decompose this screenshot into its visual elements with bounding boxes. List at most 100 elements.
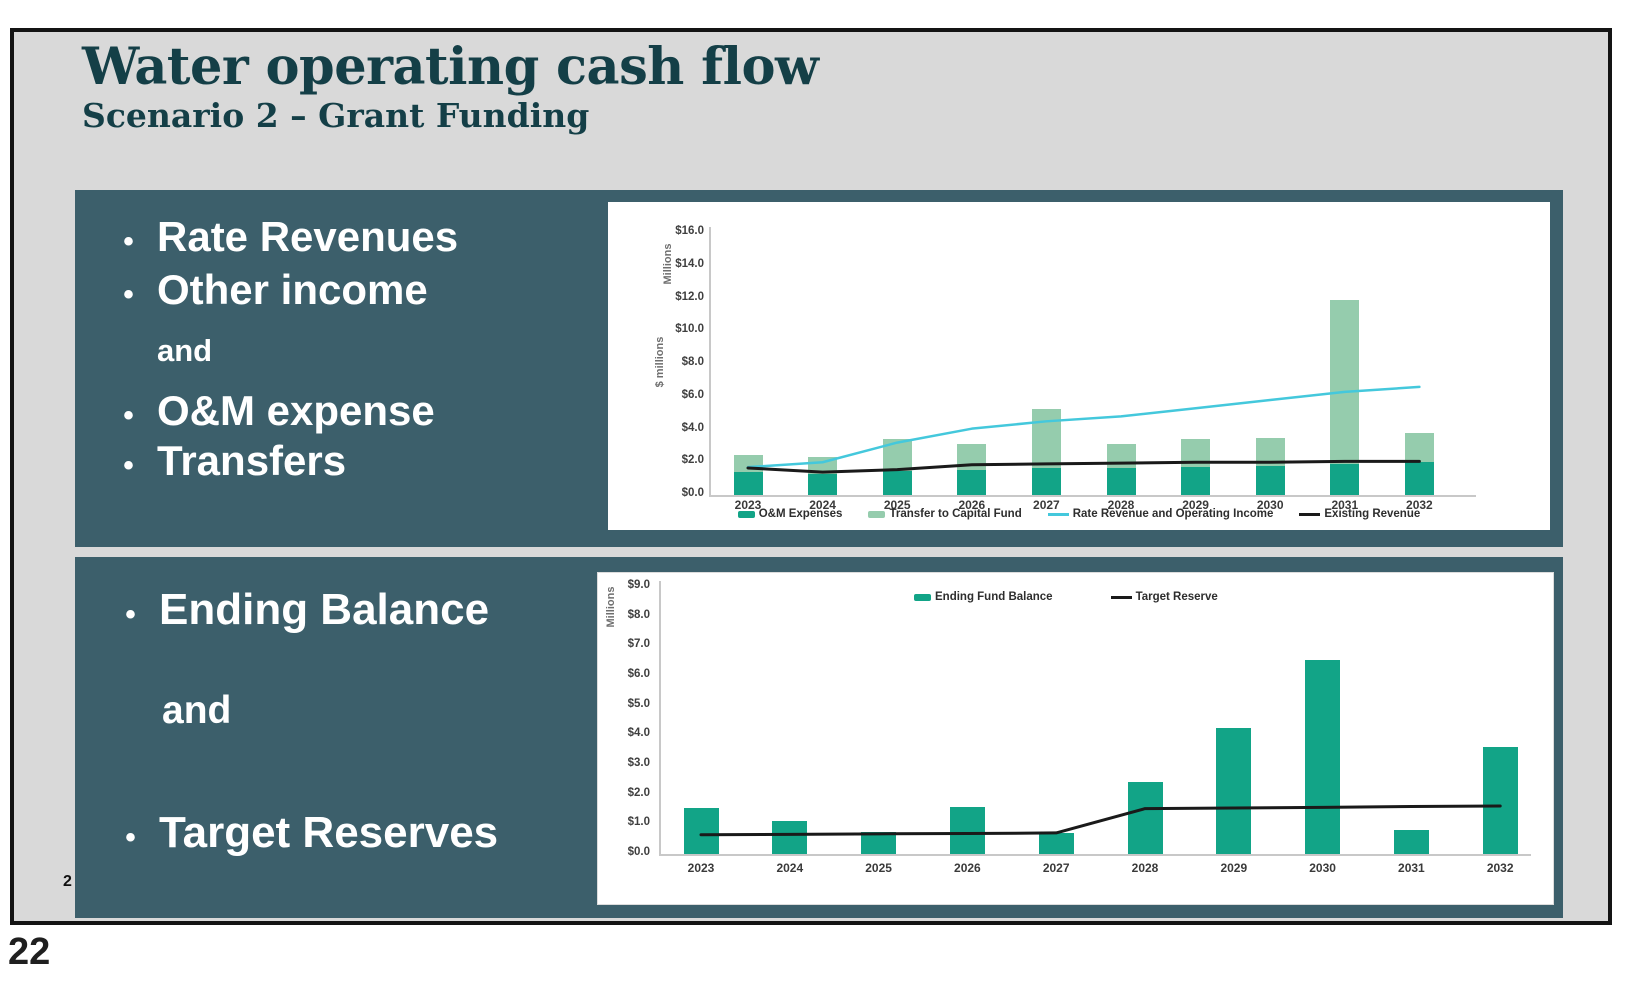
y-axis-tick-label: $4.0: [681, 421, 704, 434]
legend-bar-swatch: [868, 510, 886, 518]
legend-item: Existing Revenue: [1299, 508, 1420, 520]
y-axis-tick-label: $3.0: [627, 757, 650, 769]
bullet-text: Target Reserves: [159, 808, 499, 857]
legend-line-swatch: [1299, 512, 1321, 516]
y-axis-line: [659, 581, 661, 855]
x-axis-label: 2024: [776, 861, 804, 875]
bar-segment: [683, 808, 719, 854]
x-axis-label: 2029: [1220, 861, 1248, 875]
y-axis-tick-label: $8.0: [627, 608, 650, 621]
y-axis-line: [709, 227, 711, 496]
legend-item: Target Reserve: [1110, 591, 1218, 603]
x-axis-label: 2030: [1256, 498, 1284, 512]
balance-reserves-panel: • Ending Balance and • Target Reserves $…: [75, 557, 1563, 918]
y-axis-tick-label: $10.0: [675, 323, 704, 336]
y-axis-title: $ millions: [654, 336, 666, 388]
title-block: Water operating cash flow Scenario 2 – G…: [82, 39, 819, 136]
legend-item: O&M Expenses: [737, 508, 843, 520]
chart-legend: O&M Expenses Transfer to Capital Fund Rate…: [608, 508, 1550, 520]
legend-item: Ending Fund Balance: [914, 591, 1053, 603]
legend-bar-swatch: [914, 593, 931, 601]
bullet-marker: •: [123, 225, 134, 258]
bar-segment: [1404, 462, 1434, 495]
bullet-target-reserves: • Target Reserves: [75, 807, 498, 864]
x-axis-label: 2028: [1131, 861, 1159, 875]
bullet-text: Other income: [157, 266, 428, 313]
bullet-text: and: [157, 333, 213, 368]
bullet-marker: •: [123, 278, 134, 311]
y-axis-tick-label: $16.0: [675, 225, 704, 237]
legend-label: Rate Revenue and Operating Income: [1072, 508, 1274, 520]
x-axis-line: [709, 495, 1476, 497]
x-axis-label: 2027: [1033, 498, 1060, 512]
bar-segment: [1031, 409, 1061, 468]
bar-segment: [772, 821, 808, 854]
y-axis-tick-label: $5.0: [627, 697, 650, 710]
y-axis-title: Millions: [662, 243, 674, 285]
y-axis-tick-label: $9.0: [627, 579, 650, 591]
legend-label: O&M Expenses: [758, 508, 843, 520]
slide-subtitle: Scenario 2 – Grant Funding: [82, 96, 590, 136]
legend-item: Transfer to Capital Fund: [868, 508, 1022, 520]
bullet-transfers: • Transfers: [75, 436, 346, 491]
bar-segment: [882, 471, 912, 495]
x-axis-line: [659, 854, 1531, 856]
bar-segment: [1330, 300, 1360, 464]
x-axis-label: 2023: [687, 861, 715, 875]
legend-label: Existing Revenue: [1324, 508, 1421, 520]
bar-segment: [1482, 747, 1518, 854]
bar-segment: [957, 469, 987, 495]
bullet-ending-balance: • Ending Balance: [75, 584, 489, 641]
x-axis-label: 2029: [1182, 498, 1209, 512]
y-axis-tick-label: $14.0: [675, 257, 704, 270]
x-axis-label: 2032: [1486, 861, 1514, 875]
legend-line-swatch: [1047, 512, 1069, 516]
bar-segment: [949, 806, 985, 854]
x-axis-label: 2025: [883, 498, 911, 512]
bar-segment: [1393, 829, 1429, 854]
operating-cash-flow-chart: $0.0 $2.0 $4.0 $6.0 $8.0 $10.0 $12.0 $14.0 $16.0…: [608, 202, 1550, 530]
y-axis-tick-label: $6.0: [627, 668, 650, 680]
x-axis-label: 2024: [809, 498, 836, 512]
legend-label: Ending Fund Balance: [935, 591, 1053, 603]
bullet-text: and: [162, 689, 232, 732]
bar-segment: [1255, 466, 1285, 495]
legend-bar-swatch: [737, 510, 755, 518]
y-axis-title: Millions: [605, 586, 617, 628]
bullet-text: Rate Revenues: [157, 213, 459, 260]
bullet-marker: •: [123, 449, 134, 482]
bar-segment: [1404, 432, 1434, 463]
y-axis-tick-label: $12.0: [675, 290, 704, 303]
y-axis-tick-label: $2.0: [681, 454, 704, 467]
bar-segment: [1031, 467, 1061, 495]
legend-label: Transfer to Capital Fund: [889, 508, 1022, 520]
x-axis-label: 2025: [865, 861, 892, 875]
bullet-rate-revenues: • Rate Revenues: [75, 212, 458, 267]
bar-segment: [1106, 467, 1136, 495]
bullet-marker: •: [123, 399, 134, 432]
bar-segment: [1216, 727, 1252, 854]
x-axis-label: 2030: [1309, 861, 1336, 875]
bar-segment: [733, 472, 763, 495]
connector-and: and: [75, 688, 231, 734]
x-axis-label: 2023: [734, 498, 762, 512]
y-axis-tick-label: $8.0: [681, 356, 704, 368]
bullet-marker: •: [125, 598, 136, 631]
bar-segment: [1038, 832, 1074, 854]
x-axis-label: 2028: [1107, 498, 1135, 512]
x-axis-label: 2031: [1331, 498, 1359, 512]
y-axis-tick-label: $4.0: [627, 727, 650, 740]
page-number: 22: [8, 931, 51, 973]
bullet-other-income: • Other income: [75, 265, 428, 320]
line-series-layer: [699, 804, 1502, 837]
y-axis-tick-label: $2.0: [627, 786, 650, 799]
y-axis-tick-label: $0.0: [627, 846, 650, 858]
y-axis-tick-label: $7.0: [627, 638, 650, 651]
x-axis-label: 2026: [958, 498, 986, 512]
line-series: [746, 385, 1421, 469]
legend-label: Target Reserve: [1135, 591, 1218, 603]
legend-item: Rate Revenue and Operating Income: [1047, 508, 1274, 520]
y-axis-tick-label: $1.0: [627, 816, 650, 829]
slide-frame: Water operating cash flow Scenario 2 – G…: [10, 28, 1612, 925]
